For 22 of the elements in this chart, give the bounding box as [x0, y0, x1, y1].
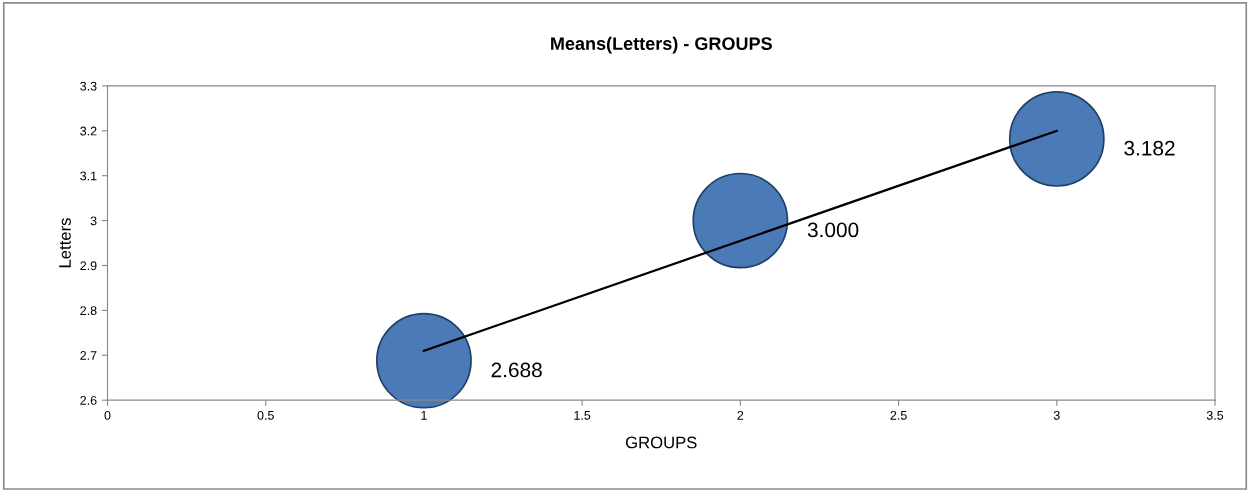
x-tick-label: 0: [104, 410, 111, 420]
x-tick-label: 2: [737, 410, 744, 420]
chart-title: Means(Letters) - GROUPS: [551, 36, 772, 54]
y-tick-label: 3.1: [80, 171, 97, 181]
x-tick-label: 1.5: [574, 411, 591, 420]
x-axis-title: GROUPS: [625, 436, 697, 449]
x-tick-label: 2.5: [890, 410, 907, 420]
y-tick-label: 2.6: [80, 395, 97, 405]
data-label: 2.688: [491, 362, 542, 378]
data-label: 3.000: [807, 222, 859, 238]
y-tick-label: 3: [90, 216, 97, 226]
x-tick-label: 0.5: [257, 410, 274, 420]
y-tick-label: 2.7: [80, 351, 97, 360]
x-tick-label: 3: [1053, 410, 1060, 420]
x-tick-label: 1: [421, 411, 427, 420]
data-label: 3.182: [1124, 140, 1175, 156]
y-tick-label: 3.3: [80, 81, 97, 91]
y-axis-title: Letters: [59, 218, 71, 268]
y-tick-label: 2.9: [80, 261, 97, 271]
x-tick-label: 3.5: [1206, 410, 1224, 420]
y-tick-label: 3.2: [80, 126, 97, 136]
y-tick-label: 2.8: [80, 306, 97, 316]
